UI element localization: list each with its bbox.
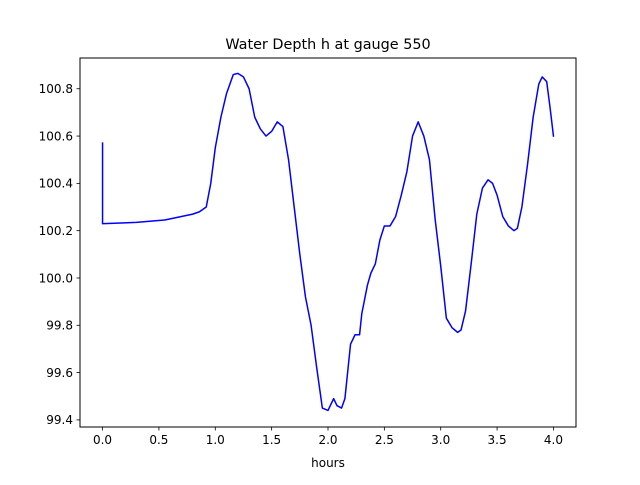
x-axis: 0.0 0.5 1.0 1.5 2.0 2.5 3.0 3.5 4.0 <box>93 427 563 447</box>
x-axis-label: hours <box>311 456 345 470</box>
x-tick-label: 2.0 <box>318 433 337 447</box>
x-tick-label: 0.5 <box>149 433 168 447</box>
y-axis: 99.4 99.6 99.8 100.0 100.2 100.4 100.6 100.8 <box>39 82 80 427</box>
plot-area <box>101 72 555 412</box>
y-tick-label: 99.4 <box>46 413 73 427</box>
x-tick-label: 0.0 <box>93 433 112 447</box>
y-tick-label: 99.6 <box>46 366 73 380</box>
x-tick-label: 3.5 <box>488 433 507 447</box>
chart-title: Water Depth h at gauge 550 <box>225 37 430 53</box>
x-tick-label: 4.0 <box>544 433 563 447</box>
y-tick-label: 100.4 <box>39 177 73 191</box>
y-tick-label: 99.8 <box>46 319 73 333</box>
y-tick-label: 100.8 <box>39 82 73 96</box>
x-tick-label: 3.0 <box>431 433 450 447</box>
x-tick-label: 1.5 <box>262 433 281 447</box>
series-line-0 <box>101 72 555 412</box>
x-tick-label: 1.0 <box>206 433 225 447</box>
y-tick-label: 100.0 <box>39 271 73 285</box>
y-tick-label: 100.6 <box>39 129 73 143</box>
y-tick-label: 100.2 <box>39 224 73 238</box>
x-tick-label: 2.5 <box>375 433 394 447</box>
